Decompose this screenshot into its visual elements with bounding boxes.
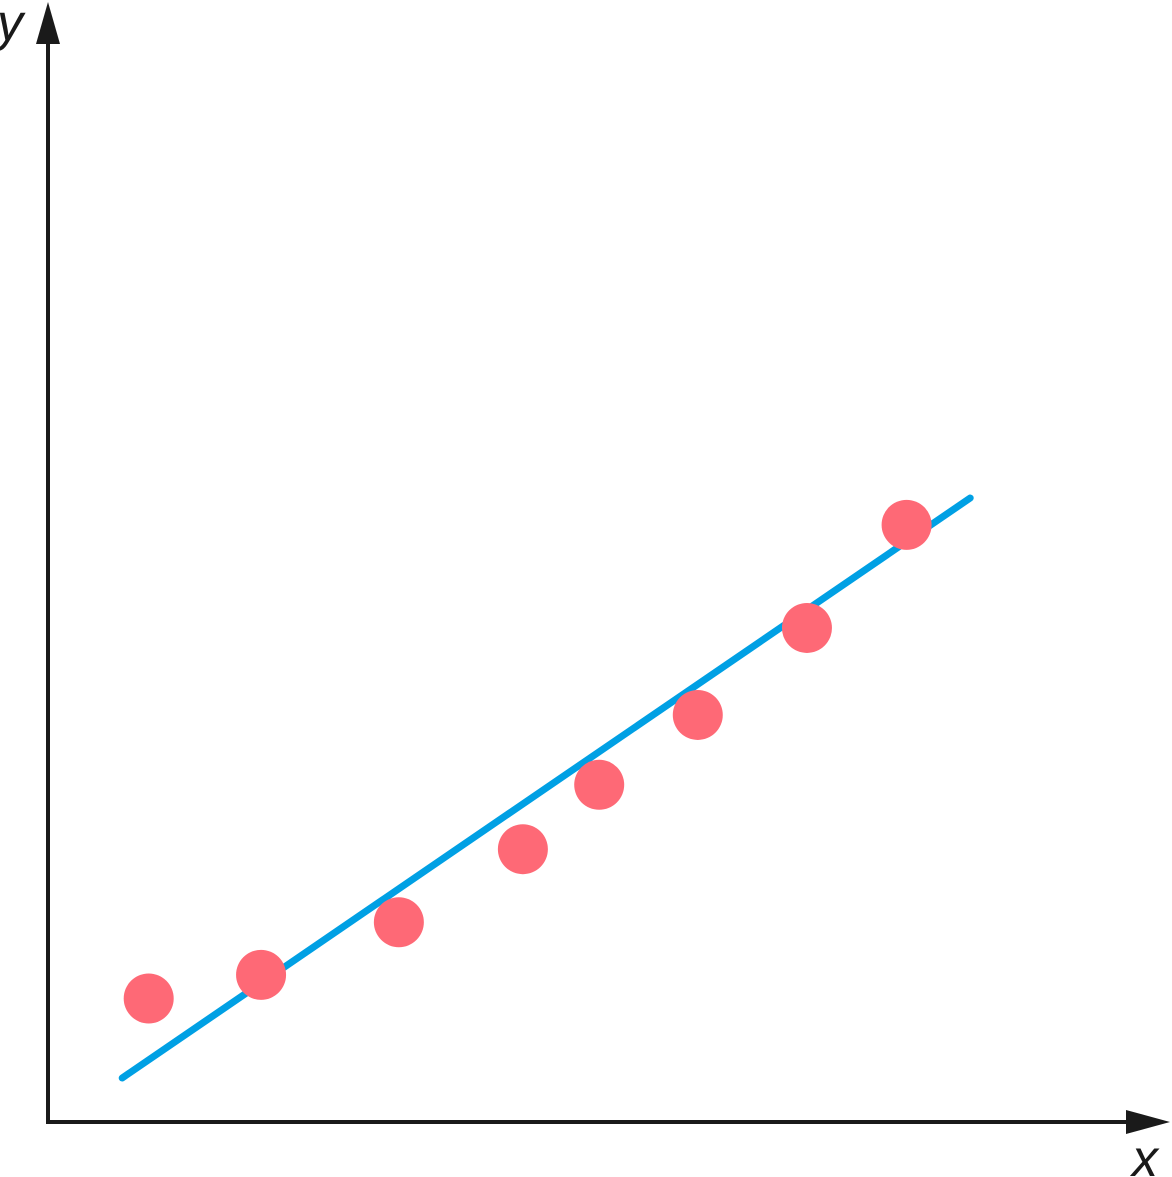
data-point xyxy=(781,602,832,653)
data-point xyxy=(497,824,548,875)
data-points xyxy=(123,499,932,1024)
data-point xyxy=(672,689,723,740)
x-axis-arrowhead xyxy=(1126,1110,1170,1134)
data-point xyxy=(574,759,625,810)
y-axis-arrowhead xyxy=(36,2,60,44)
data-point xyxy=(373,897,424,948)
y-axis-label: y xyxy=(0,0,26,52)
data-point xyxy=(123,973,174,1024)
data-point xyxy=(881,499,932,550)
data-point xyxy=(236,949,287,1000)
x-axis-label: x xyxy=(1129,1130,1160,1177)
